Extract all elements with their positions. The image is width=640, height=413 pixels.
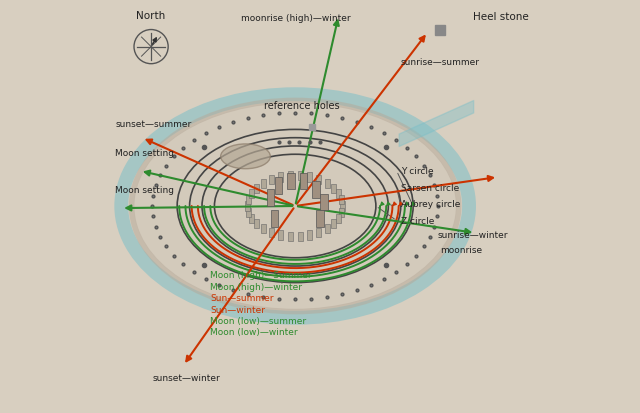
Bar [288,172,292,181]
Text: Z circle: Z circle [401,216,434,225]
Bar [287,173,295,190]
Bar [269,228,274,237]
Text: North: North [136,11,165,21]
Bar [307,231,312,240]
Text: Sarsen circle: Sarsen circle [401,183,459,192]
Text: Moon setting: Moon setting [115,185,174,195]
Bar [254,220,259,229]
Text: Moon setting: Moon setting [115,148,174,157]
Bar [339,208,344,217]
Text: Moon (high)—Summer: Moon (high)—Summer [211,270,312,279]
Bar [278,173,283,182]
Text: sunset—summer: sunset—summer [115,119,191,128]
Bar [331,184,336,193]
Bar [269,176,274,185]
Bar [307,173,312,182]
Bar [331,220,336,229]
Bar [261,225,266,234]
Text: sunrise—summer: sunrise—summer [401,57,480,66]
Text: Sun—summer: Sun—summer [211,294,274,303]
Bar [324,179,330,188]
Bar [254,184,259,193]
Bar [246,208,251,217]
Text: Y circle: Y circle [401,167,433,176]
Bar [278,231,283,240]
Bar [288,232,292,241]
Bar [317,228,321,237]
Ellipse shape [221,145,270,169]
Bar [298,172,303,181]
Text: Sun—winter: Sun—winter [211,305,266,314]
Text: Heel stone: Heel stone [473,12,529,22]
Bar [275,178,282,194]
Text: Moon (low)—summer: Moon (low)—summer [211,316,307,325]
Bar [340,202,345,211]
Text: sunrise—winter: sunrise—winter [438,231,509,240]
Bar [261,179,266,188]
Bar [267,190,274,206]
Text: moonrise (high)—winter: moonrise (high)—winter [241,14,351,23]
Bar [336,190,341,199]
Text: reference holes: reference holes [264,100,339,110]
Bar [312,182,319,198]
Bar [339,196,344,205]
Bar [321,194,328,211]
Text: Moon (low)—winter: Moon (low)—winter [211,327,298,336]
Bar [246,196,251,205]
Bar [271,211,278,227]
Bar [300,173,307,190]
Bar [317,176,321,185]
Text: Moon (high)—winter: Moon (high)—winter [211,282,302,292]
Bar [249,214,254,223]
Bar [245,202,250,211]
Bar [336,214,341,223]
Bar [316,211,324,227]
Text: sunset—winter: sunset—winter [152,373,220,382]
Bar [324,225,330,234]
Ellipse shape [134,103,456,310]
Text: Aubrey circle: Aubrey circle [401,200,460,209]
Text: moonrise: moonrise [440,245,482,254]
Bar [298,232,303,241]
Bar [249,190,254,199]
